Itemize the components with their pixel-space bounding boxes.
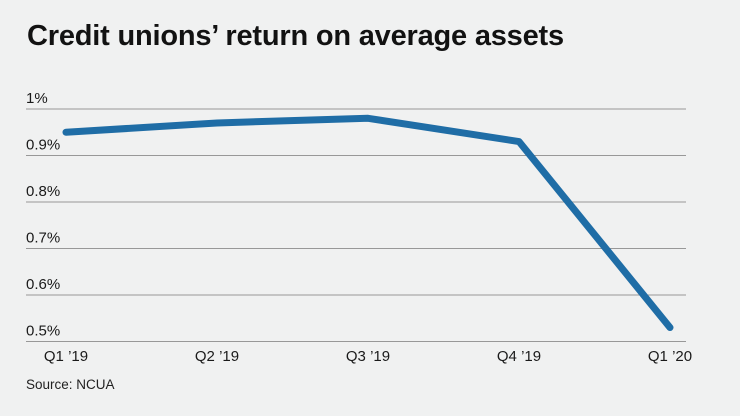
x-tick-label: Q4 ’19 — [497, 348, 541, 365]
y-tick-label: 1% — [26, 90, 48, 107]
x-tick-label: Q2 ’19 — [195, 348, 239, 365]
x-tick-label: Q1 ’19 — [44, 348, 88, 365]
y-tick-label: 0.7% — [26, 230, 60, 247]
y-tick-label: 0.5% — [26, 323, 60, 340]
y-tick-label: 0.8% — [26, 183, 60, 200]
y-tick-label: 0.9% — [26, 137, 60, 154]
x-tick-label: Q3 ’19 — [346, 348, 390, 365]
source-attribution: Source: NCUA — [26, 377, 115, 392]
chart-title: Credit unions’ return on average assets — [27, 20, 564, 52]
x-tick-label: Q1 ’20 — [648, 348, 692, 365]
data-series-line — [62, 114, 674, 332]
y-tick-label: 0.6% — [26, 276, 60, 293]
